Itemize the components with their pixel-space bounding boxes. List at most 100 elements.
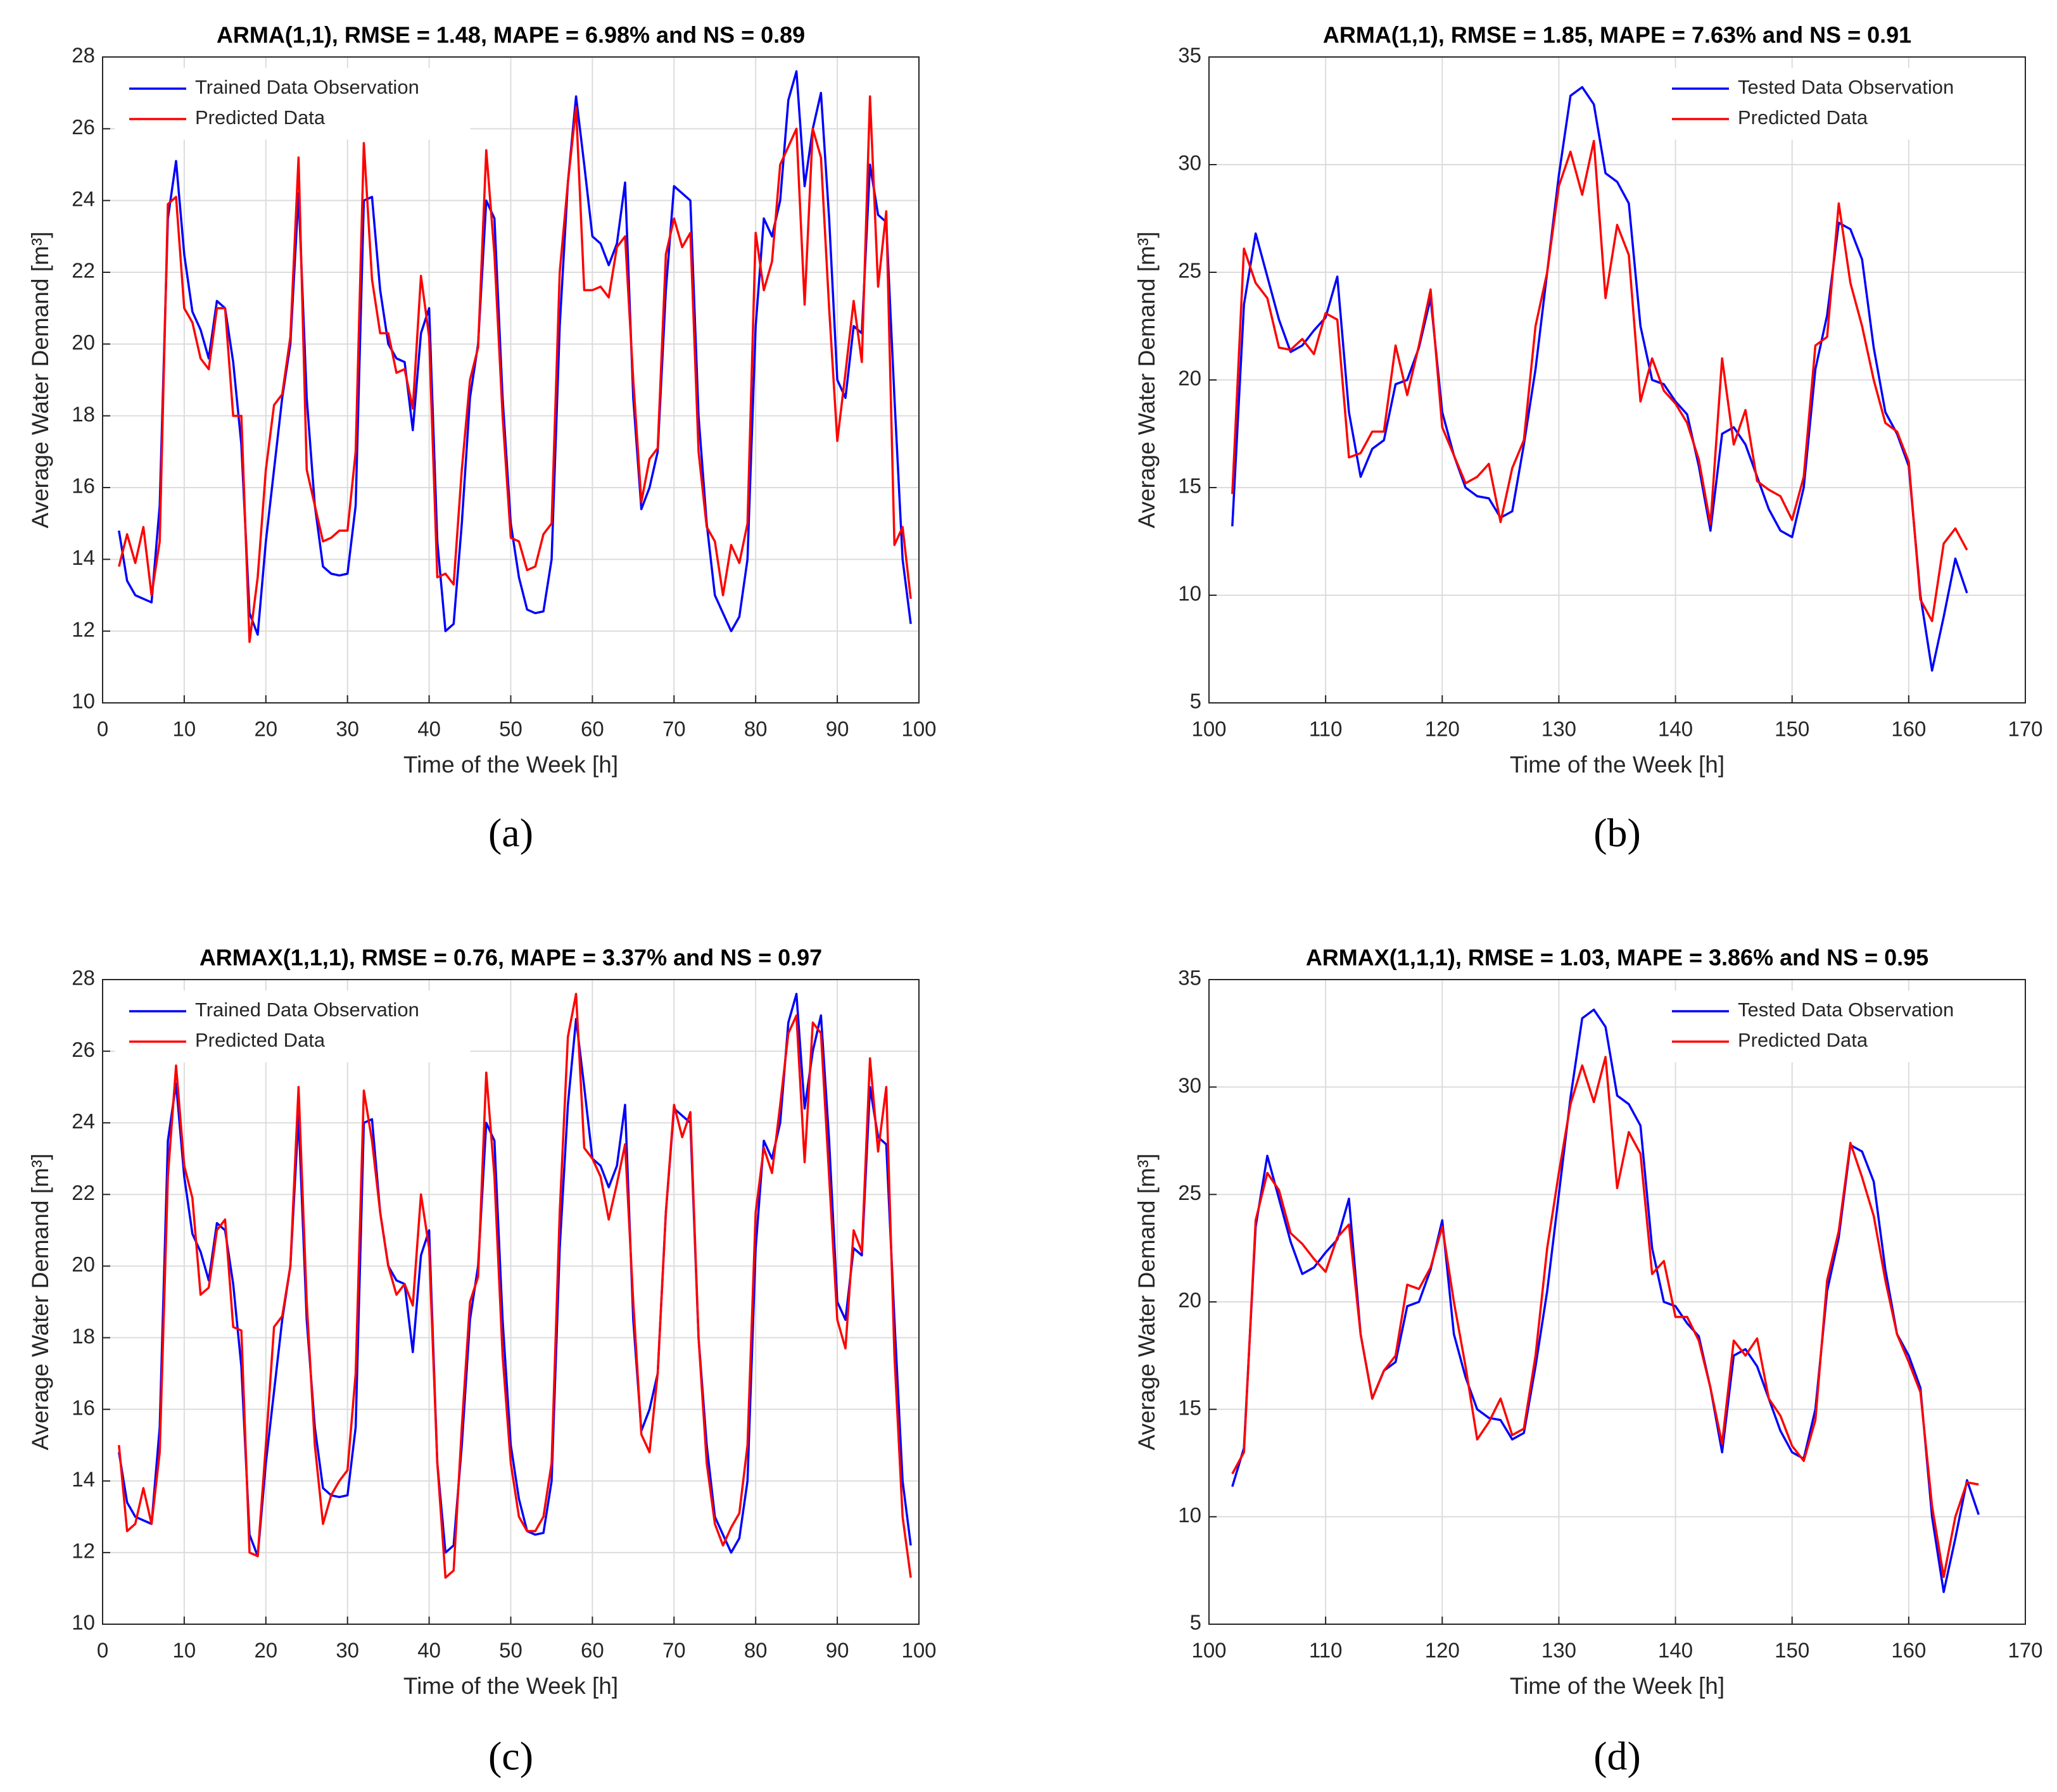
y-tick-label: 16 bbox=[72, 474, 95, 498]
y-axis-label: Average Water Demand [m³] bbox=[1134, 1154, 1160, 1451]
x-tick-label: 40 bbox=[417, 717, 441, 741]
x-tick-label: 110 bbox=[1309, 717, 1343, 741]
x-axis-label: Time of the Week [h] bbox=[1510, 1673, 1725, 1699]
data-line bbox=[118, 992, 912, 1579]
x-tick-label: 10 bbox=[173, 717, 196, 741]
y-tick-label: 15 bbox=[1178, 474, 1201, 498]
y-tick-label: 25 bbox=[1178, 259, 1201, 282]
y-tick-label: 14 bbox=[72, 546, 95, 569]
axes-box bbox=[102, 979, 920, 1625]
x-tick-label: 40 bbox=[417, 1639, 441, 1662]
data-line bbox=[1231, 139, 1968, 622]
x-tick-label: 160 bbox=[1891, 1639, 1926, 1662]
x-tick-label: 120 bbox=[1425, 1639, 1460, 1662]
chart-title: ARMA(1,1), RMSE = 1.85, MAPE = 7.63% and… bbox=[1323, 22, 1911, 48]
legend-label: Tested Data Observation bbox=[1738, 999, 1954, 1021]
y-tick-label: 20 bbox=[1178, 1289, 1201, 1312]
chart-title: ARMA(1,1), RMSE = 1.48, MAPE = 6.98% and… bbox=[217, 22, 805, 48]
y-tick-label: 10 bbox=[1178, 1503, 1201, 1527]
y-tick-label: 22 bbox=[72, 259, 95, 282]
x-tick-label: 20 bbox=[254, 717, 277, 741]
legend-label: Predicted Data bbox=[195, 1029, 326, 1051]
x-tick-label: 70 bbox=[662, 717, 686, 741]
x-tick-label: 90 bbox=[826, 1639, 849, 1662]
legend-label: Predicted Data bbox=[1738, 1029, 1868, 1051]
y-tick-label: 16 bbox=[72, 1396, 95, 1419]
axes-box bbox=[1208, 56, 2026, 704]
legend-label: Tested Data Observation bbox=[1738, 76, 1954, 98]
panel-caption: (a) bbox=[488, 811, 533, 855]
x-tick-label: 100 bbox=[1191, 717, 1226, 741]
y-tick-label: 26 bbox=[72, 1038, 95, 1061]
data-line bbox=[118, 992, 912, 1558]
chart-title: ARMAX(1,1,1), RMSE = 1.03, MAPE = 3.86% … bbox=[1306, 945, 1928, 971]
legend-label: Trained Data Observation bbox=[195, 76, 419, 98]
x-tick-label: 120 bbox=[1425, 717, 1460, 741]
chart-title: ARMAX(1,1,1), RMSE = 0.76, MAPE = 3.37% … bbox=[199, 945, 822, 971]
x-axis-label: Time of the Week [h] bbox=[403, 752, 618, 778]
y-tick-label: 26 bbox=[72, 115, 95, 139]
panel: 100 110 120 130 140 150 160 170 5 10 15 20 25 30 35 ARM… bbox=[1134, 22, 2043, 855]
y-tick-label: 14 bbox=[72, 1467, 95, 1491]
legend-label: Predicted Data bbox=[195, 106, 326, 129]
x-tick-label: 140 bbox=[1658, 1639, 1693, 1662]
y-axis-label: Average Water Demand [m³] bbox=[27, 232, 53, 529]
panel-caption: (b) bbox=[1593, 811, 1641, 855]
y-tick-label: 5 bbox=[1190, 1611, 1201, 1634]
data-line bbox=[1231, 1056, 1979, 1579]
y-tick-label: 15 bbox=[1178, 1396, 1201, 1419]
x-tick-label: 100 bbox=[901, 717, 936, 741]
x-tick-label: 0 bbox=[97, 717, 108, 741]
y-tick-label: 35 bbox=[1178, 966, 1201, 990]
y-tick-label: 10 bbox=[1178, 582, 1201, 605]
legend-box bbox=[115, 68, 471, 140]
y-tick-label: 24 bbox=[72, 187, 95, 210]
y-tick-label: 28 bbox=[72, 966, 95, 990]
panel-caption: (d) bbox=[1593, 1734, 1641, 1779]
data-line bbox=[1231, 85, 1968, 672]
y-tick-label: 18 bbox=[72, 402, 95, 426]
x-tick-label: 130 bbox=[1541, 717, 1576, 741]
x-tick-label: 150 bbox=[1775, 717, 1809, 741]
y-tick-label: 20 bbox=[72, 331, 95, 354]
y-tick-label: 24 bbox=[72, 1109, 95, 1133]
y-tick-label: 30 bbox=[1178, 1073, 1201, 1097]
x-tick-label: 100 bbox=[901, 1639, 936, 1662]
y-tick-label: 5 bbox=[1190, 690, 1201, 713]
legend-box bbox=[115, 990, 471, 1063]
legend-box bbox=[1657, 68, 2013, 140]
y-tick-label: 12 bbox=[72, 617, 95, 641]
x-tick-label: 30 bbox=[336, 717, 359, 741]
legend-label: Trained Data Observation bbox=[195, 999, 419, 1021]
x-tick-label: 110 bbox=[1309, 1639, 1343, 1662]
y-tick-label: 22 bbox=[72, 1181, 95, 1204]
x-tick-label: 10 bbox=[173, 1639, 196, 1662]
x-tick-label: 80 bbox=[744, 717, 768, 741]
x-axis-label: Time of the Week [h] bbox=[403, 1673, 618, 1699]
axes-box bbox=[102, 56, 920, 704]
axes-box bbox=[1208, 979, 2026, 1625]
data-line bbox=[118, 95, 912, 643]
legend-box bbox=[1657, 990, 2013, 1063]
x-axis-label: Time of the Week [h] bbox=[1510, 752, 1725, 778]
x-tick-label: 90 bbox=[826, 717, 849, 741]
x-tick-label: 20 bbox=[254, 1639, 277, 1662]
x-tick-label: 30 bbox=[336, 1639, 359, 1662]
y-tick-label: 25 bbox=[1178, 1181, 1201, 1204]
x-tick-label: 140 bbox=[1658, 717, 1693, 741]
panel-caption: (c) bbox=[488, 1734, 533, 1779]
y-tick-label: 30 bbox=[1178, 151, 1201, 175]
x-tick-label: 0 bbox=[97, 1639, 108, 1662]
x-tick-label: 70 bbox=[662, 1639, 686, 1662]
x-tick-label: 60 bbox=[581, 717, 604, 741]
x-tick-label: 80 bbox=[744, 1639, 768, 1662]
y-axis-label: Average Water Demand [m³] bbox=[27, 1154, 53, 1451]
x-tick-label: 170 bbox=[2008, 1639, 2042, 1662]
y-tick-label: 18 bbox=[72, 1324, 95, 1347]
data-line bbox=[118, 70, 912, 636]
x-tick-label: 150 bbox=[1775, 1639, 1809, 1662]
y-tick-label: 35 bbox=[1178, 44, 1201, 67]
x-tick-label: 50 bbox=[499, 1639, 522, 1662]
panel: 0 10 20 30 40 50 60 70 80 90 100101214161820222426… bbox=[27, 22, 937, 855]
